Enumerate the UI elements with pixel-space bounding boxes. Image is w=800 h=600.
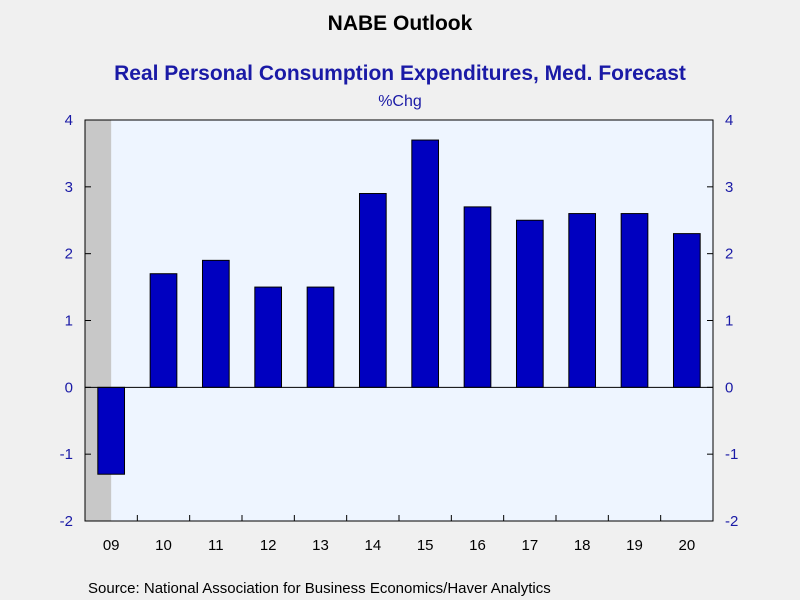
- bar-13: [306, 286, 335, 388]
- y-axis-unit-label: %Chg: [378, 93, 422, 110]
- x-tick-label: 19: [626, 537, 643, 554]
- y-tick-label-right: -1: [725, 446, 738, 463]
- y-tick-label-right: 3: [725, 179, 733, 196]
- source-note: Source: National Association for Busines…: [88, 580, 551, 597]
- bar-10: [149, 273, 178, 388]
- y-tick-label-left: 4: [65, 112, 73, 129]
- y-axis-left: -2 -1 0 1 2 3 4: [60, 112, 73, 530]
- x-tick-label: 13: [312, 537, 329, 554]
- y-tick-label-left: -1: [60, 446, 73, 463]
- x-tick-label: 17: [521, 537, 538, 554]
- bar-14: [358, 193, 387, 388]
- y-tick-label-right: 1: [725, 313, 733, 330]
- bar-18: [568, 213, 597, 388]
- bar-09: [97, 386, 126, 475]
- chart-subtitle: Real Personal Consumption Expenditures, …: [114, 62, 686, 85]
- y-tick-label-left: 2: [65, 246, 73, 263]
- x-tick-label: 20: [678, 537, 695, 554]
- axis-ticks: [85, 119, 713, 522]
- x-tick-label: 11: [208, 537, 224, 554]
- plot-area: [85, 120, 713, 521]
- y-tick-label-right: 2: [725, 246, 733, 263]
- x-axis: 09 10 11 12 13 14 15 16 17 18 19 20: [103, 537, 695, 554]
- x-tick-label: 16: [469, 537, 486, 554]
- y-tick-label-left: 0: [65, 379, 73, 396]
- y-axis-right: -2 -1 0 1 2 3 4: [725, 112, 738, 530]
- y-tick-label-right: 0: [725, 379, 733, 396]
- x-tick-label: 09: [103, 537, 120, 554]
- x-tick-label: 10: [155, 537, 172, 554]
- y-tick-label-right: -2: [725, 513, 738, 530]
- bar-15: [411, 139, 440, 388]
- x-tick-label: 12: [260, 537, 277, 554]
- chart-title: NABE Outlook: [328, 12, 473, 35]
- bar-16: [463, 206, 492, 388]
- y-tick-label-left: 1: [65, 313, 73, 330]
- bar-17: [515, 219, 544, 388]
- x-tick-label: 18: [574, 537, 591, 554]
- x-tick-label: 15: [417, 537, 434, 554]
- bars: [97, 139, 701, 475]
- bar-20: [672, 233, 701, 388]
- bar-11: [201, 259, 230, 388]
- y-tick-label-left: 3: [65, 179, 73, 196]
- bar-19: [620, 213, 649, 388]
- bar-12: [254, 286, 283, 388]
- x-tick-label: 14: [364, 537, 381, 554]
- y-tick-label-left: -2: [60, 513, 73, 530]
- y-tick-label-right: 4: [725, 112, 733, 129]
